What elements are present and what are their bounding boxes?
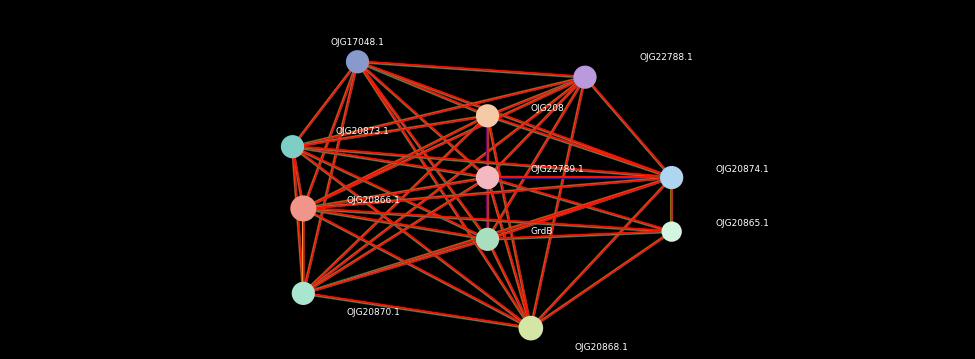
Text: OJG22788.1: OJG22788.1 [640, 53, 693, 62]
Ellipse shape [282, 136, 303, 158]
Ellipse shape [347, 51, 369, 73]
Ellipse shape [520, 317, 542, 340]
Text: OJG20874.1: OJG20874.1 [715, 165, 768, 174]
Text: OJG20870.1: OJG20870.1 [347, 308, 401, 317]
Text: OJG208: OJG208 [530, 104, 565, 113]
Text: OJG20873.1: OJG20873.1 [335, 127, 390, 136]
Ellipse shape [292, 196, 316, 221]
Ellipse shape [661, 167, 682, 188]
Text: GrdB: GrdB [530, 227, 554, 236]
Text: OJG17048.1: OJG17048.1 [331, 38, 384, 47]
Ellipse shape [477, 167, 498, 188]
Ellipse shape [292, 283, 314, 304]
Text: OJG22789.1: OJG22789.1 [530, 165, 585, 174]
Text: OJG20866.1: OJG20866.1 [347, 196, 401, 205]
Text: OJG20865.1: OJG20865.1 [715, 219, 769, 228]
Ellipse shape [662, 222, 681, 241]
Text: OJG20868.1: OJG20868.1 [574, 343, 628, 352]
Ellipse shape [477, 229, 498, 250]
Ellipse shape [477, 105, 498, 127]
Ellipse shape [574, 66, 596, 88]
